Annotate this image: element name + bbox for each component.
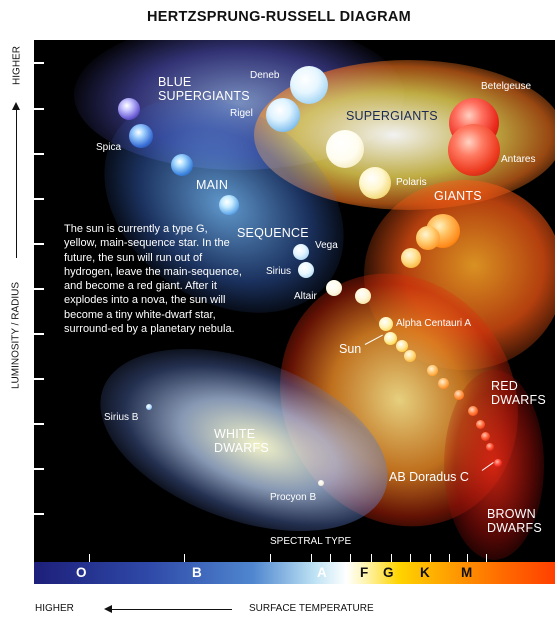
y-tick — [34, 243, 44, 245]
y-axis-arrowhead — [12, 102, 20, 110]
label-giants: GIANTS — [434, 189, 482, 203]
spectral-class-g: G — [383, 565, 394, 580]
star-sirius — [298, 262, 314, 278]
star-alpha-centauri-a — [379, 317, 393, 331]
diagram-panel: BLUE SUPERGIANTS MAIN SEQUENCE SUPERGIAN… — [34, 40, 555, 562]
x-tick — [330, 554, 331, 562]
x-tick — [270, 554, 271, 562]
y-axis-label: LUMINOSITY / RADIUS — [10, 281, 22, 390]
label-antares: Antares — [501, 154, 536, 165]
star-antares — [448, 124, 500, 176]
y-tick — [34, 108, 44, 110]
spectral-class-b: B — [192, 565, 202, 580]
y-axis-higher: HIGHER — [11, 46, 23, 85]
spectral-class-m: M — [461, 565, 473, 580]
star-altair — [326, 280, 342, 296]
spectral-class-f: F — [360, 565, 369, 580]
y-tick — [34, 198, 44, 200]
star-red-dwarf-5 — [486, 443, 494, 451]
diagram-title: HERTZSPRUNG-RUSSELL DIAGRAM — [146, 9, 411, 25]
star-deneb — [290, 66, 328, 104]
y-tick — [34, 468, 44, 470]
star-main-3 — [355, 288, 371, 304]
label-supergiants: SUPERGIANTS — [346, 109, 438, 123]
label-sequence: SEQUENCE — [237, 226, 309, 240]
star-red-dwarf-4 — [481, 432, 490, 441]
x-tick — [430, 554, 431, 562]
label-sun: Sun — [339, 342, 362, 356]
label-alpha-centauri-a: Alpha Centauri A — [396, 318, 472, 329]
star-main-4 — [396, 340, 408, 352]
label-altair: Altair — [294, 291, 317, 302]
y-tick — [34, 378, 44, 380]
y-tick — [34, 288, 44, 290]
label-rigel: Rigel — [230, 108, 253, 119]
star-spica — [129, 124, 153, 148]
label-betelgeuse: Betelgeuse — [481, 81, 532, 92]
spectral-type-bar: O B A F G K M — [34, 562, 555, 584]
sun-life-note: The sun is currently a type G, yellow, m… — [64, 223, 242, 336]
spectral-class-k: K — [420, 565, 430, 580]
spectral-class-o: O — [76, 565, 87, 580]
x-tick — [467, 554, 468, 562]
star-procyon-b — [318, 480, 324, 486]
x-tick — [89, 554, 90, 562]
star-supergiant-white — [326, 130, 364, 168]
label-main: MAIN — [196, 178, 229, 192]
y-axis-arrow — [16, 108, 17, 258]
label-ab-doradus-c: AB Doradus C — [389, 470, 469, 484]
label-vega: Vega — [315, 240, 338, 251]
label-blue-supergiants: BLUE SUPERGIANTS — [158, 75, 250, 103]
x-axis-higher: HIGHER — [35, 603, 74, 614]
star-giant-2 — [416, 226, 440, 250]
star-polaris — [359, 167, 391, 199]
x-tick — [449, 554, 450, 562]
x-tick — [371, 554, 372, 562]
label-brown-dwarfs: BROWN DWARFS — [487, 507, 542, 535]
star-main-2 — [219, 195, 239, 215]
y-tick — [34, 513, 44, 515]
x-axis-label: SURFACE TEMPERATURE — [249, 603, 374, 614]
label-polaris: Polaris — [396, 177, 427, 188]
star-red-dwarf-3 — [476, 420, 485, 429]
star-rigel — [266, 98, 300, 132]
star-upper-left — [118, 98, 140, 120]
label-procyon-b: Procyon B — [270, 492, 317, 503]
label-sirius-b: Sirius B — [104, 412, 139, 423]
y-tick — [34, 62, 44, 64]
star-red-dwarf-1 — [454, 390, 464, 400]
star-vega — [293, 244, 309, 260]
x-axis-arrowhead — [104, 605, 112, 613]
star-main-6 — [427, 365, 438, 376]
x-tick — [184, 554, 185, 562]
spectral-class-a: A — [317, 565, 327, 580]
star-giant-3 — [401, 248, 421, 268]
x-tick — [391, 554, 392, 562]
star-sirius-b — [146, 404, 152, 410]
star-sun — [384, 332, 397, 345]
label-white-dwarfs: WHITE DWARFS — [214, 427, 269, 455]
y-tick — [34, 423, 44, 425]
star-main-5 — [404, 350, 416, 362]
star-main-1 — [171, 154, 193, 176]
label-deneb: Deneb — [250, 70, 280, 81]
label-sirius: Sirius — [266, 266, 292, 277]
star-ab-doradus-c — [494, 459, 502, 467]
star-main-7 — [438, 378, 449, 389]
x-tick — [410, 554, 411, 562]
x-tick — [486, 554, 487, 562]
x-axis-arrow — [112, 609, 232, 610]
y-tick — [34, 333, 44, 335]
x-tick — [311, 554, 312, 562]
label-red-dwarfs: RED DWARFS — [491, 379, 546, 407]
y-tick — [34, 153, 44, 155]
star-red-dwarf-2 — [468, 406, 478, 416]
label-spica: Spica — [96, 142, 122, 153]
spectral-type-title: SPECTRAL TYPE — [270, 536, 352, 547]
x-tick — [350, 554, 351, 562]
